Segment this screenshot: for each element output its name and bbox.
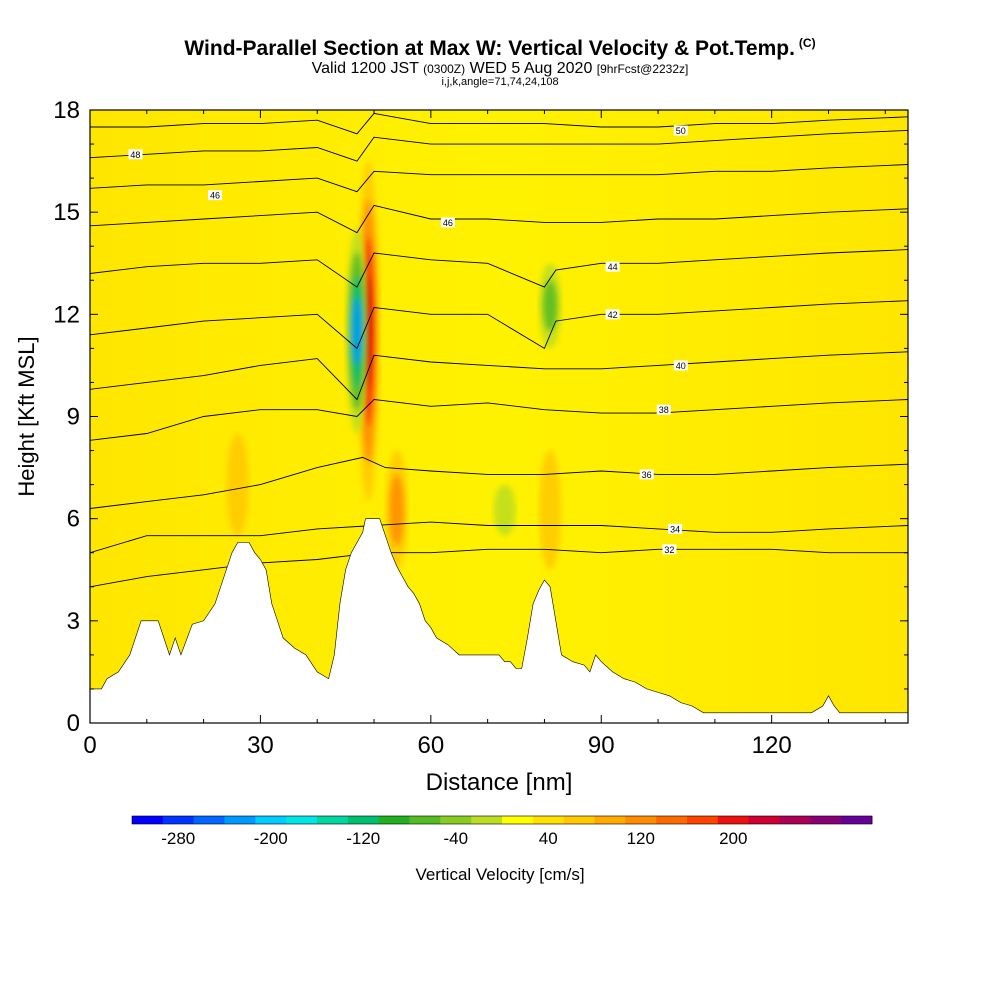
y-tick-label: 6: [67, 506, 80, 533]
isentrope-label: 32: [662, 544, 677, 555]
y-tick-label: 0: [67, 710, 80, 737]
colorbar-swatch: [317, 816, 349, 824]
colorbar-swatch: [594, 816, 626, 824]
velocity-feature-down: [539, 263, 562, 349]
svg-text:32: 32: [664, 545, 674, 555]
y-axis-title: Height [Kft MSL]: [14, 336, 39, 496]
svg-text:50: 50: [676, 126, 686, 136]
colorbar-swatch: [347, 816, 380, 824]
svg-text:44: 44: [608, 262, 618, 272]
colorbar-swatch: [440, 816, 472, 824]
svg-text:46: 46: [443, 218, 453, 228]
colorbar-frame: [131, 815, 873, 825]
y-tick-label: 12: [53, 301, 80, 328]
velocity-feature-down: [493, 484, 516, 536]
colorbar-swatch: [224, 816, 256, 824]
colorbar-swatch: [717, 816, 750, 824]
isentrope-line: [90, 129, 908, 162]
colorbar-swatch: [748, 816, 780, 824]
isentrope-line: [90, 399, 908, 441]
colorbar-tick-label: 120: [627, 829, 655, 848]
terrain: [90, 518, 908, 723]
x-tick-label: 0: [83, 732, 96, 759]
y-tick-label: 15: [53, 199, 80, 226]
isentrope-line: [90, 300, 908, 350]
velocity-feature-down: [345, 229, 368, 434]
colorbar-swatch: [378, 816, 410, 824]
colorbar-swatch: [810, 816, 842, 824]
svg-text:42: 42: [608, 310, 618, 320]
colorbar-swatch: [193, 816, 225, 824]
y-tick-label: 9: [67, 404, 80, 431]
valid-utc: (0300Z): [423, 62, 466, 76]
velocity-feature-up: [226, 433, 249, 536]
isentrope-line: [90, 204, 908, 234]
isentrope-label: 42: [605, 309, 620, 320]
valid-time: Valid 1200 JST: [311, 60, 419, 77]
colorbar-swatch: [132, 816, 164, 824]
svg-text:46: 46: [210, 191, 220, 201]
colorbar-swatch: [471, 816, 503, 824]
x-axis-title: Distance [nm]: [426, 769, 573, 796]
isentrope-line: [90, 351, 908, 401]
isentrope-line: [90, 112, 908, 135]
title-text: Wind-Parallel Section at Max W: Vertical…: [184, 37, 795, 60]
colorbar-swatch: [286, 816, 318, 824]
x-tick-label: 90: [588, 732, 615, 759]
colorbar-swatch: [502, 816, 534, 824]
chart-title: Wind-Parallel Section at Max W: Vertical…: [0, 36, 1000, 61]
svg-text:34: 34: [670, 524, 680, 534]
isentrope-label: 46: [207, 190, 222, 201]
forecast-info: [9hrFcst@2232z]: [596, 62, 689, 76]
colorbar-swatch: [532, 816, 565, 824]
y-tick-label: 3: [67, 608, 80, 635]
isentrope-line: [90, 249, 908, 288]
svg-text:36: 36: [642, 470, 652, 480]
colorbar-tick-label: 40: [539, 829, 558, 848]
x-tick-label: 60: [417, 732, 444, 759]
colorbar-title: Vertical Velocity [cm/s]: [415, 865, 584, 884]
colorbar-swatch: [687, 816, 719, 824]
grid-info: i,j,k,angle=71,74,24,108: [441, 76, 559, 88]
isentrope-label: 48: [128, 149, 143, 160]
colorbar-tick-label: -200: [254, 829, 288, 848]
isentrope-label: 44: [605, 261, 620, 272]
x-tick-label: 30: [247, 732, 274, 759]
svg-text:48: 48: [130, 150, 140, 160]
isentrope-label: 38: [656, 404, 671, 415]
isentrope-line: [90, 548, 908, 588]
isentropes: 32 34 36 38 40 42 44 46 46 48 50: [90, 112, 908, 588]
isentrope-label: 34: [668, 523, 683, 534]
svg-text:40: 40: [676, 361, 686, 371]
velocity-feature-up: [385, 450, 408, 570]
colorbar-swatch: [255, 816, 287, 824]
x-tick-label: 120: [752, 732, 792, 759]
isentrope-label: 40: [673, 360, 688, 371]
colorbar-tick-label: -120: [346, 829, 380, 848]
velocity-feature-up: [539, 450, 562, 570]
colorbar-swatch: [162, 816, 195, 824]
colorbar-swatch: [409, 816, 441, 824]
isentrope-line: [90, 164, 908, 193]
valid-date: WED 5 Aug 2020: [469, 60, 593, 77]
colorbar-tick-label: 200: [719, 829, 747, 848]
colorbar-swatch: [656, 816, 688, 824]
colorbar-swatch: [625, 816, 657, 824]
colorbar-tick-label: -280: [161, 829, 195, 848]
colorbar-tick-label: -40: [443, 829, 468, 848]
y-tick-label: 18: [53, 97, 80, 124]
copyright-mark: (C): [798, 36, 816, 50]
isentrope-label: 46: [440, 217, 455, 228]
isentrope-label: 36: [639, 469, 654, 480]
chart-subtitle: Valid 1200 JST (0300Z) WED 5 Aug 2020 [9…: [0, 60, 1000, 78]
colorbar-swatch: [563, 816, 595, 824]
isentrope-line: [90, 456, 908, 509]
isentrope-label: 50: [673, 125, 688, 136]
isentrope-line: [90, 521, 908, 554]
colorbar-swatch: [841, 816, 873, 824]
svg-text:38: 38: [659, 405, 669, 415]
colorbar-swatch: [779, 816, 811, 824]
